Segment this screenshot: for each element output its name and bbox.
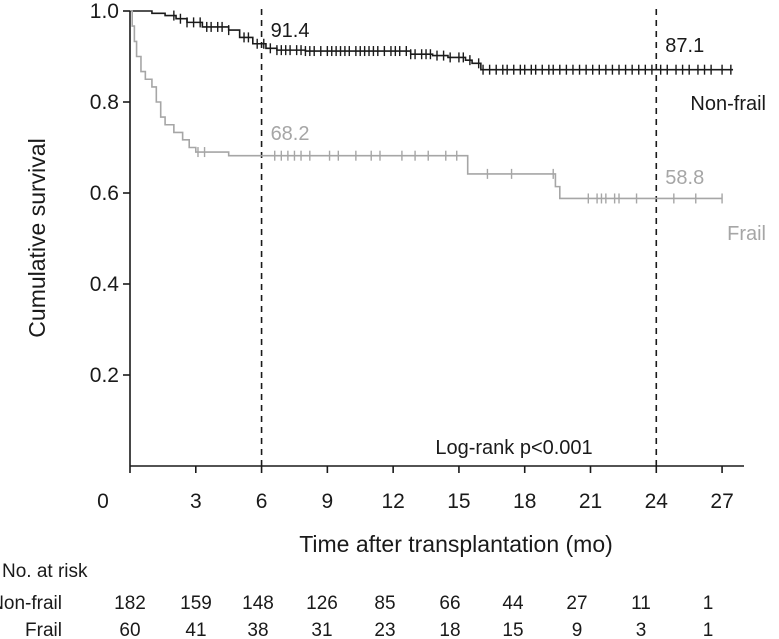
x-tick-label: 0 [97,490,109,513]
x-tick-label: 12 [381,490,404,513]
x-tick-label: 18 [513,490,536,513]
x-tick-label: 21 [579,490,602,513]
risk-count: 60 [119,620,140,639]
y-axis-title: Cumulative survival [24,138,50,337]
y-tick-label: 0.6 [90,182,119,205]
reference-lines [260,9,658,466]
risk-count: 11 [631,593,651,614]
risk-row-label-non-frail: Non-frail [0,593,62,614]
risk-count: 38 [247,620,268,639]
risk-count: 3 [636,620,647,639]
x-tick-label: 9 [322,490,334,513]
non-frail-series-label: Non-frail [690,93,766,115]
frail-series-label: Frail [727,223,766,245]
risk-count: 31 [311,620,332,639]
risk-count: 1 [703,593,714,614]
risk-count: 148 [242,593,274,614]
risk-count: 126 [306,593,338,614]
x-tick-label: 27 [710,490,733,513]
risk-count: 66 [439,593,460,614]
axes: 0.2 0.4 0.6 0.8 1.0 0 3 6 9 12 15 18 21 24 27 [90,0,744,513]
non-frail-24mo-survival-label: 87.1 [665,35,704,57]
risk-count: 44 [502,593,524,614]
risk-table: No. at risk Non-frail Frail 182159148126… [0,561,713,639]
risk-row-label-frail: Frail [25,620,62,639]
risk-count: 41 [185,620,206,639]
y-tick-label: 0.4 [90,273,120,296]
non-frail-survival-curve [130,10,734,71]
risk-count: 182 [114,593,146,614]
risk-count: 159 [180,593,212,614]
y-tick-label: 1.0 [90,0,119,23]
frail-24mo-survival-label: 58.8 [665,167,704,189]
risk-count: 85 [374,593,395,614]
risk-count: 18 [439,620,460,639]
risk-count: 15 [502,620,523,639]
risk-count: 23 [374,620,395,639]
frail-survival-curve [130,10,723,200]
risk-count: 9 [572,620,583,639]
risk-table-title: No. at risk [2,561,88,582]
x-tick-label: 6 [256,490,268,513]
risk-count: 27 [566,593,587,614]
survival-curves [130,10,734,204]
log-rank-p-value: Log-rank p<0.001 [435,437,592,459]
x-tick-label: 3 [190,490,202,513]
x-tick-label: 15 [447,490,470,513]
y-tick-label: 0.8 [90,91,119,114]
risk-count: 1 [703,620,714,639]
frail-6mo-survival-label: 68.2 [271,123,310,145]
annotations: 91.4 87.1 68.2 58.8 Log-rank p<0.001 Non… [271,20,766,459]
x-tick-label: 24 [645,490,669,513]
y-tick-label: 0.2 [90,364,119,387]
x-axis-title: Time after transplantation (mo) [299,531,613,557]
non-frail-6mo-survival-label: 91.4 [271,20,310,42]
